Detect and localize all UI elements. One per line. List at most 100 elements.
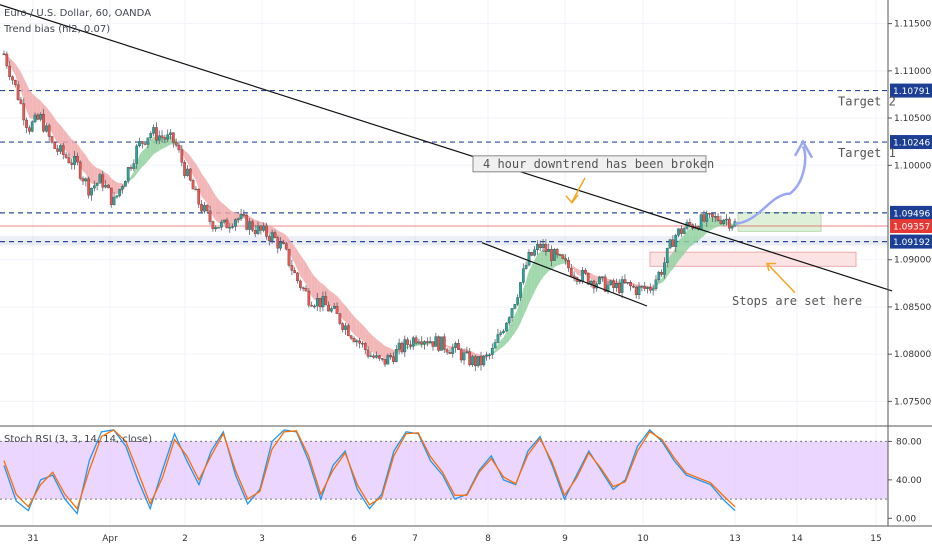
candle [174,141,178,146]
candle [299,280,302,288]
candle [476,356,480,367]
ribbon-segment [328,289,332,307]
candle [160,135,164,138]
candle [513,304,517,309]
ribbon-segment [311,272,315,300]
candle [643,286,647,289]
candle [420,341,424,345]
ribbon-segment [571,265,575,271]
candle [392,356,395,362]
ribbon-segment [4,53,7,59]
candle [30,121,34,132]
candle [378,355,381,359]
candle [78,161,82,179]
ribbon-segment [193,159,196,181]
candle [107,184,110,189]
candle [73,156,76,165]
candle [485,354,488,357]
candle [205,205,209,212]
downtrend-line [0,4,893,292]
arrow-orange-head [766,262,776,272]
price-tag [890,205,932,220]
candle [459,349,463,361]
indicator-label: Trend bias (hl2, 0.07) [4,24,111,35]
candle [521,268,525,283]
ribbon-segment [91,163,95,185]
ribbon-segment [204,177,208,204]
ribbon-segment [517,299,521,329]
candle [510,308,514,318]
candle [177,145,181,151]
ribbon-segment [576,268,580,277]
candle [569,267,573,277]
candle [155,127,158,141]
short-trend-line [481,242,648,307]
candle [674,235,678,247]
x-tick-label: 9 [562,534,568,544]
candle [19,99,23,104]
candle [465,351,469,353]
target-label: Target 1 [838,146,896,160]
candle [440,336,443,351]
y-tick-label: 1.07500 [894,397,931,407]
candle [352,338,356,343]
candle [50,136,54,143]
ribbon-segment [54,118,58,144]
candle [124,181,127,187]
ribbon-segment [447,345,450,350]
candle [400,342,404,353]
ribbon-segment [9,57,13,71]
candle [2,53,6,55]
candle [623,279,627,283]
zones [0,212,888,267]
candle [242,214,246,216]
ribbon-segment [26,83,30,118]
ribbon-segment [57,122,61,144]
candle [355,340,359,343]
candle [222,219,226,223]
ribbon-segment [509,320,513,341]
candle [383,359,387,365]
candle [581,269,584,282]
ribbon-segment [681,234,685,258]
ribbon-segment [12,60,16,76]
target-box [737,212,822,232]
support-zone [0,236,888,246]
candle [615,283,618,288]
candle [617,283,621,293]
candle [654,279,658,289]
candle [22,103,26,121]
ribbon-segment [156,136,160,153]
candle [273,232,277,238]
ribbon-segment [543,249,546,278]
candle [448,352,452,354]
candle [39,114,43,120]
candle [524,264,528,269]
candle [592,280,596,289]
candle [180,149,184,163]
candle [92,185,96,189]
ribbon-segment [94,166,98,185]
candle [219,222,223,228]
candle [332,306,336,309]
ribbon-segment [46,106,50,128]
candle [236,218,240,220]
candle [699,214,703,230]
candle [533,249,536,256]
candle [482,355,486,366]
candle [479,356,483,366]
candle [612,280,615,288]
x-tick-label: 15 [870,534,881,544]
ribbon-segment [692,227,696,245]
candle [270,232,274,241]
ribbon-segment [531,259,535,298]
candle [451,347,455,354]
candle [651,288,655,291]
candle [640,286,644,288]
candle [682,228,686,234]
candle [626,282,630,284]
ribbon-segment [678,237,682,261]
arrow-orange [571,177,586,203]
ribbon-segment [689,228,693,248]
